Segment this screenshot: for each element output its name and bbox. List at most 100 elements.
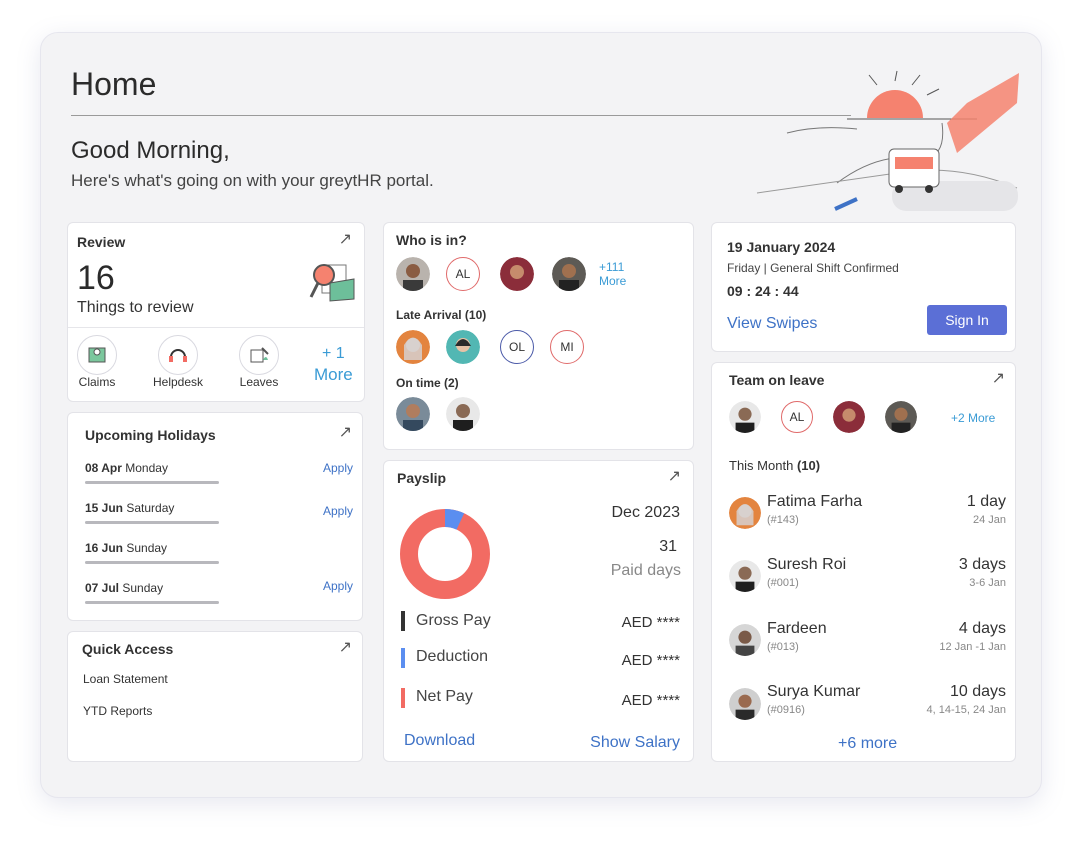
deduction-marker bbox=[401, 648, 405, 668]
holiday-day: Monday bbox=[125, 461, 168, 475]
claims-label: Claims bbox=[78, 375, 116, 389]
avatar[interactable] bbox=[729, 624, 761, 656]
holiday-row: 16 Jun Sunday bbox=[85, 541, 353, 564]
gross-pay-marker bbox=[401, 611, 405, 631]
review-more-link[interactable]: More bbox=[314, 365, 353, 384]
quick-access-title: Quick Access bbox=[82, 641, 174, 657]
avatar[interactable] bbox=[396, 257, 430, 291]
helpdesk-button[interactable] bbox=[158, 335, 198, 375]
payslip-donut-chart bbox=[400, 509, 490, 599]
claims-icon bbox=[88, 347, 106, 363]
deduction-arc bbox=[400, 509, 490, 599]
show-more-leave-link[interactable]: +6 more bbox=[838, 735, 898, 752]
quick-access-arrow-icon[interactable]: ↗ bbox=[338, 639, 352, 656]
download-link[interactable]: Download bbox=[404, 732, 476, 749]
attendance-date: 19 January 2024 bbox=[727, 239, 836, 255]
view-swipes-link[interactable]: View Swipes bbox=[727, 315, 818, 332]
avatar[interactable]: MI bbox=[550, 330, 584, 364]
avatar[interactable] bbox=[446, 330, 480, 364]
avatar[interactable] bbox=[885, 401, 917, 433]
avatar[interactable]: AL bbox=[446, 257, 480, 291]
avatar[interactable] bbox=[729, 688, 761, 720]
claims-button[interactable] bbox=[77, 335, 117, 375]
review-magnifier-icon bbox=[309, 264, 355, 302]
avatar[interactable] bbox=[552, 257, 586, 291]
avatar[interactable] bbox=[396, 330, 430, 364]
leave-dates: 24 Jan bbox=[972, 514, 1006, 526]
holiday-row: 15 Jun Saturday Apply bbox=[85, 501, 353, 524]
holidays-arrow-icon[interactable]: ↗ bbox=[338, 424, 352, 441]
holiday-date: 08 Apr bbox=[85, 461, 122, 475]
who-more-count[interactable]: +111 bbox=[599, 260, 625, 274]
holiday-date: 15 Jun bbox=[85, 501, 124, 515]
ytd-reports-link[interactable]: YTD Reports bbox=[83, 704, 153, 718]
payslip-arrow-icon[interactable]: ↗ bbox=[667, 468, 681, 485]
avatar[interactable] bbox=[729, 401, 761, 433]
who-is-in-title: Who is in? bbox=[396, 232, 467, 248]
show-salary-link[interactable]: Show Salary bbox=[590, 734, 680, 751]
avatar[interactable]: AL bbox=[781, 401, 813, 433]
attendance-card: 19 January 2024 Friday | General Shift C… bbox=[711, 222, 1016, 352]
leave-days: 3 days bbox=[958, 556, 1006, 573]
greeting-subtitle: Here's what's going on with your greytHR… bbox=[71, 171, 434, 190]
avatar[interactable] bbox=[833, 401, 865, 433]
headset-icon bbox=[169, 349, 187, 362]
holidays-card: Upcoming Holidays ↗ 08 Apr Monday Apply … bbox=[67, 412, 363, 621]
loan-statement-link[interactable]: Loan Statement bbox=[83, 672, 168, 686]
leave-dates: 3-6 Jan bbox=[969, 577, 1006, 589]
team-on-leave-card: Team on leave ↗ AL +2 More This Month (1… bbox=[711, 362, 1016, 762]
avatar[interactable] bbox=[729, 497, 761, 529]
gross-pay-label: Gross Pay bbox=[416, 612, 491, 629]
leave-days: 1 day bbox=[966, 493, 1006, 510]
review-arrow-icon[interactable]: ↗ bbox=[338, 231, 352, 248]
leave-person-id: (#013) bbox=[767, 641, 799, 653]
quick-access-card: Quick Access ↗ Loan Statement YTD Report… bbox=[67, 631, 363, 762]
review-title: Review bbox=[77, 234, 126, 250]
who-is-in-card: Who is in? AL +111 More Late Arrival (10… bbox=[383, 222, 694, 450]
page-title: Home bbox=[71, 66, 157, 102]
holiday-apply-button[interactable]: Apply bbox=[322, 461, 353, 475]
holiday-apply-button[interactable]: Apply bbox=[322, 504, 353, 518]
team-leave-more-link[interactable]: +2 More bbox=[951, 411, 996, 425]
leave-person-name: Fardeen bbox=[767, 620, 827, 637]
payslip-card: Payslip ↗ Dec 2023 31 Paid days Gross Pa… bbox=[383, 460, 694, 762]
holiday-day: Sunday bbox=[122, 581, 164, 595]
avatar[interactable] bbox=[729, 560, 761, 592]
gross-pay-value: AED **** bbox=[621, 614, 680, 631]
paid-days-label: Paid days bbox=[610, 562, 681, 579]
payslip-period: Dec 2023 bbox=[611, 504, 681, 521]
holidays-title: Upcoming Holidays bbox=[85, 427, 216, 443]
who-more-link[interactable]: More bbox=[599, 274, 627, 288]
helpdesk-label: Helpdesk bbox=[152, 375, 204, 389]
leave-person-name: Surya Kumar bbox=[767, 683, 861, 700]
leave-person-name: Fatima Farha bbox=[767, 493, 863, 510]
avatar[interactable] bbox=[396, 397, 430, 431]
avatar[interactable] bbox=[446, 397, 480, 431]
holiday-apply-button[interactable]: Apply bbox=[322, 579, 353, 593]
review-card[interactable]: Review ↗ 16 Things to review Claims Help… bbox=[67, 222, 365, 402]
deduction-value: AED **** bbox=[621, 652, 680, 669]
road-trip-illustration bbox=[756, 70, 1019, 211]
avatar[interactable] bbox=[500, 257, 534, 291]
leave-person-id: (#143) bbox=[767, 514, 799, 526]
leaves-button[interactable] bbox=[239, 335, 279, 375]
review-count-label: Things to review bbox=[77, 299, 194, 316]
net-pay-marker bbox=[401, 688, 405, 708]
review-more-count[interactable]: + 1 bbox=[322, 345, 345, 362]
leave-days: 10 days bbox=[949, 683, 1006, 700]
leave-dates: 12 Jan -1 Jan bbox=[939, 641, 1006, 653]
leaves-label: Leaves bbox=[239, 375, 279, 389]
leaves-icon bbox=[250, 347, 269, 363]
greeting: Good Morning, bbox=[71, 137, 230, 164]
sign-in-button[interactable]: Sign In bbox=[927, 305, 1007, 335]
deduction-label: Deduction bbox=[416, 648, 489, 665]
holiday-date: 07 Jul bbox=[85, 581, 120, 595]
payslip-title: Payslip bbox=[397, 470, 447, 486]
review-count: 16 bbox=[77, 259, 115, 297]
net-pay-arc bbox=[400, 509, 490, 599]
holiday-date: 16 Jun bbox=[85, 541, 124, 555]
team-leave-arrow-icon[interactable]: ↗ bbox=[991, 370, 1005, 387]
home-dashboard: Home Good Morning, Here's what's going o… bbox=[40, 32, 1042, 798]
avatar[interactable]: OL bbox=[500, 330, 534, 364]
team-on-leave-title: Team on leave bbox=[729, 372, 825, 388]
